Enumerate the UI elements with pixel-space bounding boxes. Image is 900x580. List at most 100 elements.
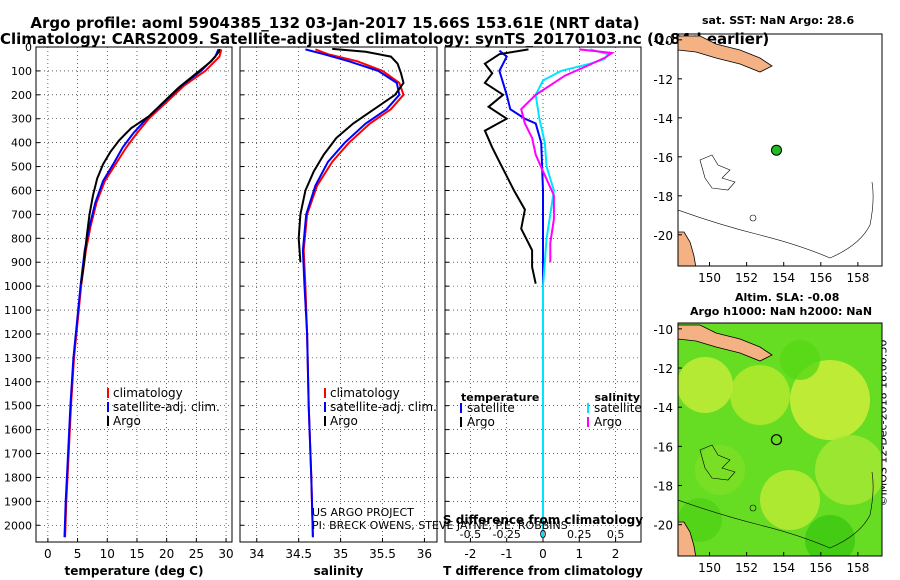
- map-content: [678, 323, 882, 556]
- series-satellite-adj-clim-: [301, 48, 401, 538]
- y-tick-label: 1700: [4, 448, 32, 461]
- panel-salinity: [239, 46, 438, 543]
- x-tick-label: 20: [159, 547, 174, 561]
- coral-reef-outline: [699, 444, 736, 481]
- legend-label: satellite: [467, 401, 515, 415]
- bathymetry-contour: [678, 471, 874, 549]
- coral-reef-outline: [699, 154, 736, 191]
- land-australia: [678, 521, 697, 556]
- y-tick-label: 1200: [4, 328, 32, 341]
- y-tick-label: 1900: [4, 495, 32, 508]
- map-x-tick-label: 154: [772, 561, 795, 575]
- top-tick-label: 0.5: [607, 528, 625, 541]
- top-tick-label: 0: [540, 528, 547, 541]
- y-tick-label: 1000: [4, 280, 32, 293]
- panel-difference: [444, 46, 642, 543]
- land-png: [678, 35, 773, 73]
- map-x-tick-label: 150: [698, 561, 721, 575]
- series-t-satellite: [498, 49, 544, 538]
- x-tick-label: 1: [575, 547, 583, 561]
- x-tick-label: 5: [74, 547, 82, 561]
- map-y-tick-label: -12: [653, 73, 673, 87]
- reef-islet: [749, 504, 757, 512]
- y-tick-label: 700: [11, 208, 32, 221]
- map-y-tick-label: -12: [653, 362, 673, 376]
- x-tick-label: 0: [539, 547, 547, 561]
- profile-marker: [770, 144, 782, 156]
- map-x-tick-label: 156: [809, 561, 832, 575]
- sst-label: sat. SST: NaN Argo: 28.6: [702, 14, 855, 27]
- sla-patch: [678, 357, 733, 413]
- map-frame: [677, 33, 883, 267]
- legend-label: climatology: [113, 386, 183, 400]
- legend-title-salinity: salinity: [594, 391, 640, 404]
- x-tick-label: 10: [100, 547, 115, 561]
- legend-title-temperature: temperature: [461, 391, 539, 404]
- x-tick-label: 35: [333, 547, 348, 561]
- y-tick-label: 300: [11, 113, 32, 126]
- y-tick-label: 400: [11, 137, 32, 150]
- sla-label: Altim. SLA: -0.08: [735, 291, 840, 304]
- x-tick-label: -2: [464, 547, 476, 561]
- top-tick-label: -0.25: [492, 528, 520, 541]
- map-y-tick-label: -10: [653, 323, 673, 337]
- map-x-tick-label: 150: [698, 271, 721, 285]
- map-x-tick-label: 154: [772, 271, 795, 285]
- y-tick-label: 100: [11, 65, 32, 78]
- map-sst_map: [677, 33, 883, 267]
- series-argo: [297, 47, 405, 263]
- y-tick-label: 1400: [4, 376, 32, 389]
- sla-patch: [805, 515, 855, 556]
- map-y-tick-label: -18: [653, 480, 673, 494]
- sla-patch: [790, 360, 870, 440]
- page-title-line2: Climatology: CARS2009. Satellite-adjuste…: [0, 30, 770, 48]
- x-tick-label: 25: [189, 547, 204, 561]
- map-y-tick-label: -16: [653, 151, 673, 165]
- x-axis-label: T difference from climatology: [443, 564, 643, 578]
- y-tick-label: 2000: [4, 519, 32, 532]
- top-tick-label: 0.25: [567, 528, 592, 541]
- y-tick-label: 1100: [4, 304, 32, 317]
- map-x-tick-label: 152: [735, 271, 758, 285]
- map-sla_map: [677, 322, 883, 557]
- map-y-tick-label: -18: [653, 190, 673, 204]
- legend-label: Argo: [467, 415, 495, 429]
- y-tick-label: 200: [11, 89, 32, 102]
- x-axis-label: salinity: [314, 564, 364, 578]
- x-tick-label: 0: [44, 547, 52, 561]
- sla-patch: [780, 340, 820, 380]
- map-frame: [677, 322, 883, 557]
- legend-label: satellite-adj. clim.: [330, 400, 437, 414]
- map-y-tick-label: -14: [653, 401, 673, 415]
- y-tick-label: 1300: [4, 352, 32, 365]
- sla-patch: [730, 365, 790, 425]
- panel-temperature: [35, 46, 233, 543]
- x-tick-label: 2: [612, 547, 620, 561]
- legend-label: satellite: [594, 401, 642, 415]
- reef-islet: [749, 214, 757, 222]
- map-x-tick-label: 152: [735, 561, 758, 575]
- map-x-tick-label: 158: [846, 271, 869, 285]
- y-tick-label: 1600: [4, 424, 32, 437]
- profile-marker: [770, 434, 783, 446]
- plot-frame: [35, 46, 233, 543]
- x-tick-label: -1: [501, 547, 513, 561]
- land-australia: [678, 231, 697, 266]
- series-s-argo: [520, 48, 615, 263]
- series-t-argo: [483, 48, 537, 284]
- y-tick-label: 1500: [4, 400, 32, 413]
- bathymetry-contour: [678, 181, 874, 259]
- legend-label: climatology: [330, 386, 400, 400]
- y-tick-label: 800: [11, 232, 32, 245]
- page-title-line1: Argo profile: aoml 5904385_132 03-Jan-20…: [30, 14, 640, 32]
- plot-frame: [239, 46, 438, 543]
- map-y-tick-label: -20: [653, 519, 673, 533]
- y-tick-label: 500: [11, 161, 32, 174]
- map-x-tick-label: 158: [846, 561, 869, 575]
- h-label: Argo h1000: NaN h2000: NaN: [690, 305, 873, 318]
- y-tick-label: 0: [25, 41, 32, 54]
- legend-label: Argo: [330, 414, 358, 428]
- x-axis-label: temperature (deg C): [65, 564, 204, 578]
- legend-label: Argo: [113, 414, 141, 428]
